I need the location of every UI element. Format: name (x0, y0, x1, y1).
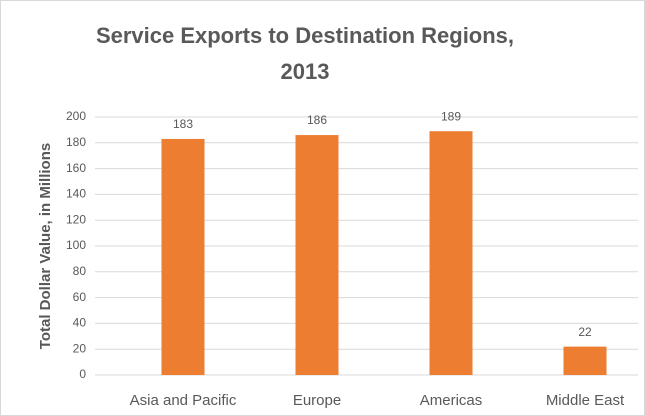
y-tick-label: 40 (73, 316, 87, 330)
bar (563, 346, 607, 375)
y-tick-label: 160 (66, 161, 86, 175)
x-tick-label: Middle East (546, 392, 625, 409)
y-tick-label: 80 (73, 264, 87, 278)
bar (429, 131, 473, 375)
y-tick-label: 140 (66, 187, 86, 201)
x-tick-label: Americas (420, 392, 483, 409)
x-tick-label: Europe (293, 392, 341, 409)
data-label: 183 (173, 117, 193, 131)
y-tick-label: 120 (66, 212, 86, 226)
data-label: 186 (307, 113, 327, 127)
y-tick-label: 60 (73, 290, 87, 304)
bar (295, 135, 339, 375)
x-tick-label: Asia and Pacific (130, 392, 237, 409)
y-tick-label: 100 (66, 238, 86, 252)
y-tick-label: 20 (73, 341, 87, 355)
y-axis-label: Total Dollar Value, in Millions (37, 143, 54, 349)
data-label: 22 (578, 325, 592, 339)
bar (161, 138, 205, 375)
y-tick-label: 200 (66, 109, 86, 123)
chart-title: Service Exports to Destination Regions, … (95, 23, 515, 84)
y-tick-label: 180 (66, 135, 86, 149)
y-tick-label: 0 (79, 367, 86, 381)
data-label: 189 (441, 109, 461, 123)
